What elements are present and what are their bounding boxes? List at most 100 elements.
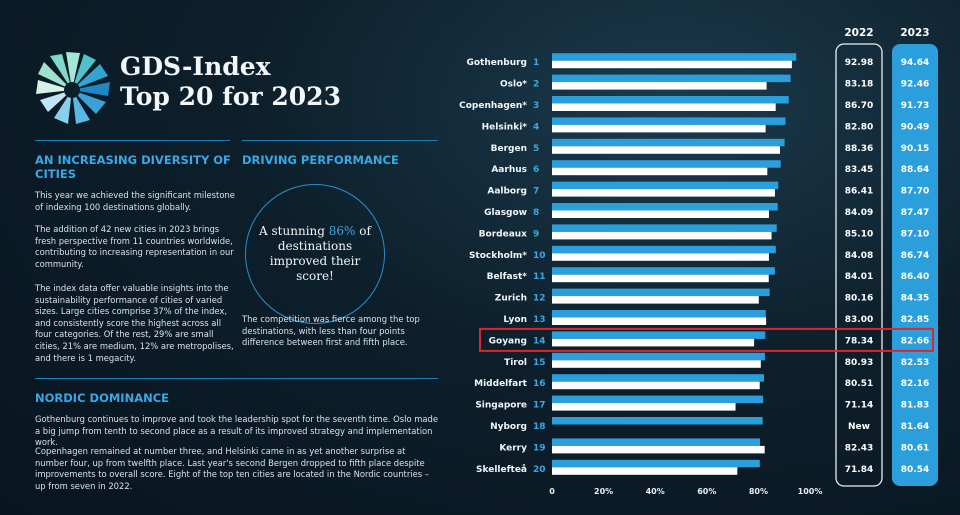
x-tick-label: 40% xyxy=(646,487,665,496)
title-line-1: GDS-Index xyxy=(120,52,271,81)
value-2022: 92.98 xyxy=(845,58,873,68)
bar-2023 xyxy=(552,96,789,104)
value-2022: 71.84 xyxy=(845,465,873,475)
stat-circle: A stunning 86% of destinations improved … xyxy=(245,184,385,324)
rank-label: 1 xyxy=(533,58,539,68)
city-label: Gothenburg xyxy=(466,58,527,68)
bar-2023 xyxy=(552,459,760,468)
value-2022: 84.01 xyxy=(845,272,873,282)
rank-label: 9 xyxy=(533,229,539,239)
bar-2023 xyxy=(552,267,775,275)
bar-2023 xyxy=(552,288,770,297)
bar-2022 xyxy=(552,167,768,176)
rank-label: 6 xyxy=(533,165,539,175)
bar-2022 xyxy=(552,296,759,304)
value-2022: 83.00 xyxy=(845,315,873,325)
city-label: Kerry xyxy=(499,443,527,453)
bar-2022 xyxy=(552,60,792,69)
value-2023: 91.73 xyxy=(901,101,929,111)
bar-2023 xyxy=(552,374,764,382)
rank-label: 14 xyxy=(533,336,546,346)
value-2023: 86.74 xyxy=(901,251,929,261)
value-2023: 87.10 xyxy=(901,229,929,239)
bar-2022 xyxy=(552,381,760,390)
stat-highlight: 86% xyxy=(328,224,356,238)
rank-label: 15 xyxy=(533,358,546,368)
rank-label: 11 xyxy=(533,272,546,282)
value-2023: 80.61 xyxy=(901,443,929,453)
city-label: Belfast* xyxy=(487,272,528,282)
rank-label: 10 xyxy=(533,251,546,261)
column-2023-frame xyxy=(892,44,938,486)
city-label: Helsinki* xyxy=(482,122,528,132)
bar-2022 xyxy=(552,82,767,90)
bar-2022 xyxy=(552,467,738,475)
value-2022: 80.51 xyxy=(845,379,873,389)
bar-2023 xyxy=(552,181,779,190)
bar-2022 xyxy=(552,445,765,454)
rank-label: 16 xyxy=(533,379,546,389)
value-2023: 82.85 xyxy=(901,315,929,325)
value-2022: 84.09 xyxy=(845,208,873,218)
bar-2023 xyxy=(552,352,765,361)
x-tick-label: 0 xyxy=(549,487,555,496)
value-2023: 82.53 xyxy=(901,358,929,368)
value-2022: 88.36 xyxy=(845,144,873,154)
value-2023: 86.40 xyxy=(901,272,929,282)
value-2022: 82.80 xyxy=(845,122,873,132)
bar-2022 xyxy=(552,210,769,218)
value-2022: 83.45 xyxy=(845,165,873,175)
bar-2023 xyxy=(552,438,760,446)
city-label: Middelfart xyxy=(474,379,528,389)
value-2023: 81.83 xyxy=(901,401,929,411)
value-2022: 86.70 xyxy=(845,101,873,111)
value-2023: 90.15 xyxy=(901,144,929,154)
rank-label: 5 xyxy=(533,144,539,154)
bar-2023 xyxy=(552,331,766,339)
bar-2023 xyxy=(552,395,764,404)
value-2022: 85.10 xyxy=(845,229,873,239)
diversity-paragraph-1: This year we achieved the significant mi… xyxy=(35,190,235,212)
city-label: Bergen xyxy=(491,144,527,154)
bar-2022 xyxy=(552,231,772,240)
title-line-2: Top 20 for 2023 xyxy=(120,82,341,111)
bar-2022 xyxy=(552,317,767,325)
city-label: Skellefteå xyxy=(476,464,527,475)
bar-2022 xyxy=(552,124,766,133)
value-2023: 87.70 xyxy=(901,187,929,197)
value-2023: 87.47 xyxy=(901,208,929,218)
bar-2022 xyxy=(552,338,755,347)
rank-label: 13 xyxy=(533,315,546,325)
bar-2022 xyxy=(552,403,736,411)
value-2022: 80.93 xyxy=(845,358,873,368)
stat-text-before: A stunning xyxy=(259,224,325,238)
city-label: Nyborg xyxy=(490,422,527,432)
city-label: Copenhagen* xyxy=(459,101,527,111)
column-header-2022: 2022 xyxy=(844,27,873,39)
value-2022: 86.41 xyxy=(845,187,873,197)
value-2023: 82.16 xyxy=(901,379,929,389)
city-label: Stockholm* xyxy=(469,251,527,261)
city-label: Tirol xyxy=(504,358,527,368)
bar-2023 xyxy=(552,74,791,83)
divider xyxy=(242,140,438,141)
value-2023: 80.54 xyxy=(901,465,929,475)
value-2022: 80.16 xyxy=(845,294,873,304)
city-label: Oslo* xyxy=(500,80,527,90)
value-2022: 82.43 xyxy=(845,443,873,453)
bar-2023 xyxy=(552,417,763,425)
diversity-paragraph-2: The addition of 42 new cities in 2023 br… xyxy=(35,224,234,269)
nordic-paragraph-2: Copenhagen remained at number three, and… xyxy=(35,446,429,491)
stat-circle-text: A stunning 86% of destinations improved … xyxy=(259,224,371,284)
diversity-paragraph-3: The index data offer valuable insights i… xyxy=(35,283,234,363)
rank-label: 18 xyxy=(533,422,546,432)
x-tick-label: 60% xyxy=(697,487,716,496)
city-label: Singapore xyxy=(475,401,527,411)
column-header-2023: 2023 xyxy=(900,27,929,39)
value-2022: 78.34 xyxy=(845,336,873,346)
column-2022-frame xyxy=(835,43,883,487)
divider xyxy=(35,378,438,379)
bar-2022 xyxy=(552,103,776,111)
